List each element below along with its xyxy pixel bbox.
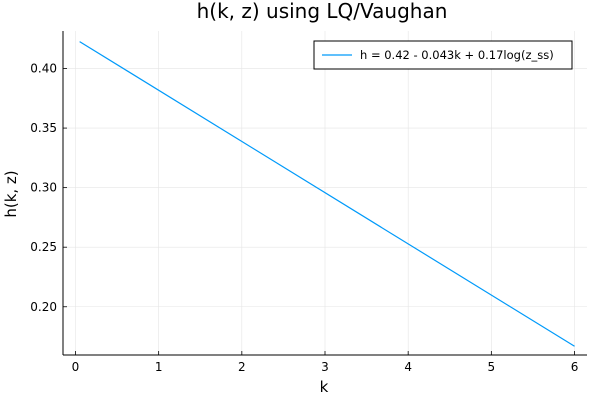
x-tick-label: 3	[321, 360, 329, 374]
y-tick-label: 0.25	[30, 240, 57, 254]
x-tick-label: 6	[571, 360, 579, 374]
x-tick-label: 2	[238, 360, 246, 374]
y-tick-label: 0.30	[30, 181, 57, 195]
legend-entry: h = 0.42 - 0.043k + 0.17log(z_ss)	[360, 48, 554, 62]
y-tick-label: 0.40	[30, 62, 57, 76]
series-line	[79, 41, 575, 347]
y-tick-label: 0.20	[30, 300, 57, 314]
x-axis-label: k	[320, 378, 329, 396]
y-tick-label: 0.35	[30, 121, 57, 135]
x-tick-label: 1	[155, 360, 163, 374]
x-tick-label: 5	[488, 360, 496, 374]
x-tick-label: 0	[72, 360, 80, 374]
legend-box	[313, 40, 573, 70]
chart-title: h(k, z) using LQ/Vaughan	[197, 0, 448, 23]
x-tick-label: 4	[404, 360, 412, 374]
axis-ticks: 0 1 2 3 4 5 6 0.20 0.25 0.30 0.35 0.40	[30, 62, 578, 374]
grid	[63, 31, 587, 355]
legend: h = 0.42 - 0.043k + 0.17log(z_ss)	[313, 40, 573, 70]
series-layer	[79, 41, 575, 347]
y-axis-label: h(k, z)	[2, 170, 20, 217]
